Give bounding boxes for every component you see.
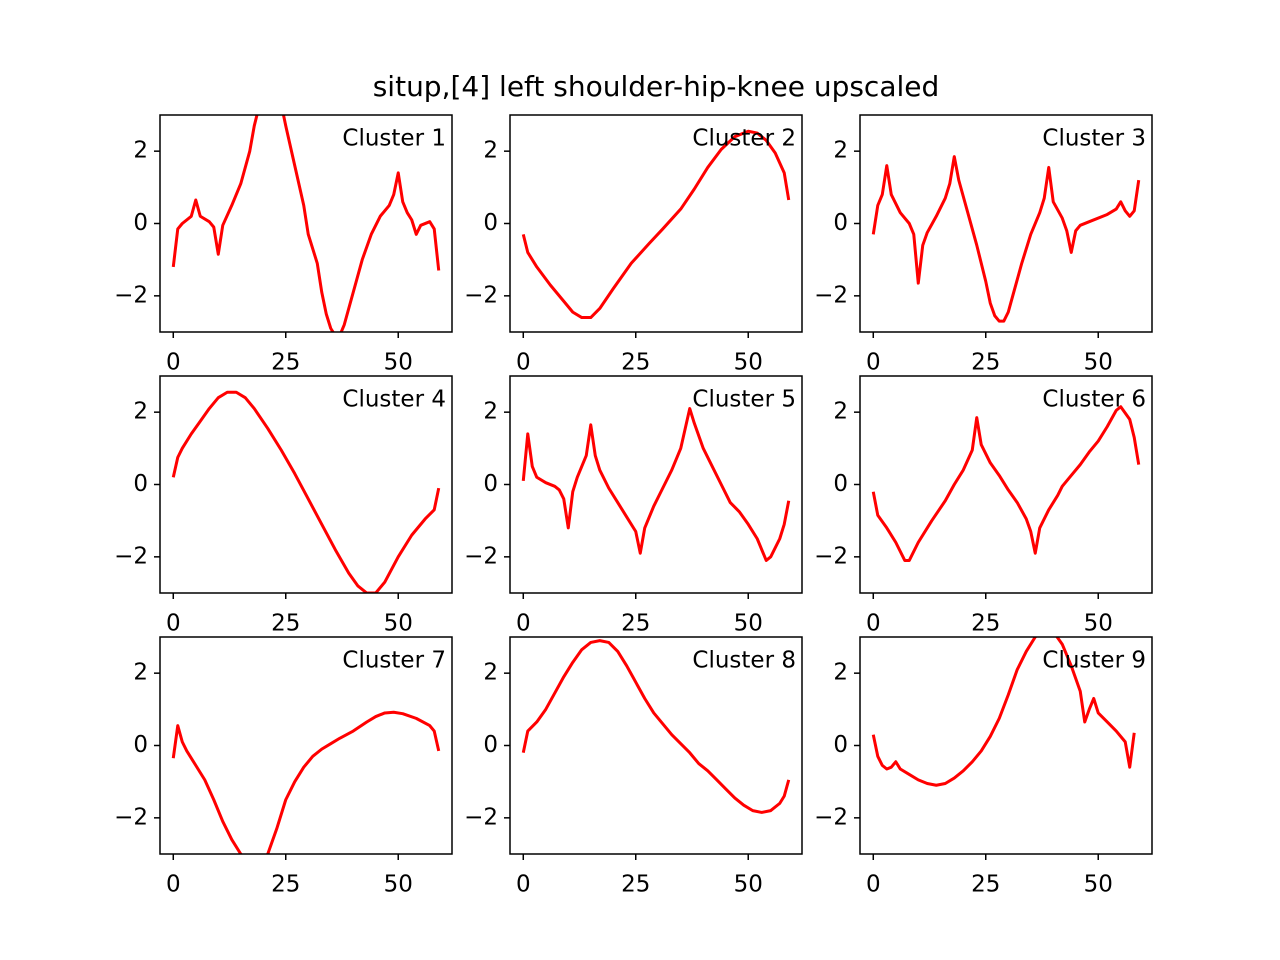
- y-tick-label: 0: [833, 210, 848, 236]
- y-tick-label: 2: [833, 399, 848, 425]
- y-tick-label: −2: [114, 804, 148, 830]
- y-tick-label: 2: [133, 399, 148, 425]
- x-tick-label: 50: [384, 872, 413, 898]
- data-line: [871, 637, 1136, 787]
- y-tick-label: −2: [464, 282, 498, 308]
- plot-area: [521, 407, 791, 562]
- y-tick-label: 2: [833, 660, 848, 686]
- plot-area: [521, 129, 791, 320]
- cluster-label: Cluster 2: [692, 126, 796, 152]
- cluster-label: Cluster 1: [342, 126, 446, 152]
- data-line: [521, 129, 791, 320]
- x-tick-label: 25: [271, 872, 300, 898]
- x-tick-label: 0: [166, 611, 181, 637]
- y-tick-label: 0: [483, 732, 498, 758]
- cluster-label: Cluster 3: [1042, 126, 1146, 152]
- x-tick-label: 50: [1084, 350, 1113, 376]
- x-tick-label: 50: [384, 350, 413, 376]
- x-tick-label: 50: [1084, 611, 1113, 637]
- x-tick-label: 25: [271, 611, 300, 637]
- y-tick-label: 0: [833, 471, 848, 497]
- y-tick-label: −2: [464, 804, 498, 830]
- cluster-label: Cluster 5: [692, 387, 796, 413]
- x-tick-label: 25: [271, 350, 300, 376]
- y-tick-label: 2: [483, 138, 498, 164]
- y-tick-label: 0: [133, 732, 148, 758]
- y-tick-label: 2: [133, 660, 148, 686]
- x-tick-label: 50: [734, 872, 763, 898]
- data-line: [871, 405, 1141, 562]
- y-tick-label: −2: [114, 543, 148, 569]
- plot-area: [871, 637, 1136, 787]
- x-tick-label: 25: [621, 872, 650, 898]
- data-line: [521, 639, 791, 814]
- figure-title: situp,[4] left shoulder-hip-knee upscale…: [373, 70, 940, 103]
- y-tick-label: −2: [464, 543, 498, 569]
- y-tick-label: −2: [814, 804, 848, 830]
- x-tick-label: 50: [1084, 872, 1113, 898]
- x-tick-label: 50: [734, 350, 763, 376]
- data-line: [521, 407, 791, 562]
- y-tick-label: −2: [814, 282, 848, 308]
- x-tick-label: 50: [734, 611, 763, 637]
- y-tick-label: −2: [114, 282, 148, 308]
- y-tick-label: −2: [814, 543, 848, 569]
- x-tick-label: 0: [866, 611, 881, 637]
- x-tick-label: 0: [516, 872, 531, 898]
- x-tick-label: 0: [166, 872, 181, 898]
- x-tick-label: 50: [384, 611, 413, 637]
- cluster-label: Cluster 4: [342, 387, 446, 413]
- y-tick-label: 2: [133, 138, 148, 164]
- cluster-label: Cluster 7: [342, 648, 446, 674]
- plot-area: [171, 710, 441, 854]
- y-tick-label: 2: [483, 660, 498, 686]
- y-tick-label: 0: [133, 471, 148, 497]
- x-tick-label: 25: [971, 350, 1000, 376]
- x-tick-label: 0: [866, 872, 881, 898]
- cluster-label: Cluster 6: [1042, 387, 1146, 413]
- y-tick-label: 0: [483, 471, 498, 497]
- plot-area: [171, 115, 441, 332]
- data-line: [871, 155, 1141, 323]
- plot-area: [521, 639, 791, 814]
- x-tick-label: 0: [866, 350, 881, 376]
- cluster-label: Cluster 8: [692, 648, 796, 674]
- x-tick-label: 0: [516, 611, 531, 637]
- plot-area: [871, 155, 1141, 323]
- plot-area: [171, 390, 441, 593]
- cluster-label: Cluster 9: [1042, 648, 1146, 674]
- y-tick-label: 2: [483, 399, 498, 425]
- data-line: [171, 115, 441, 332]
- y-tick-label: 0: [483, 210, 498, 236]
- x-tick-label: 0: [516, 350, 531, 376]
- x-tick-label: 25: [621, 350, 650, 376]
- y-tick-label: 0: [133, 210, 148, 236]
- data-line: [171, 710, 441, 854]
- x-tick-label: 25: [971, 611, 1000, 637]
- y-tick-label: 2: [833, 138, 848, 164]
- data-line: [171, 390, 441, 593]
- x-tick-label: 0: [166, 350, 181, 376]
- x-tick-label: 25: [621, 611, 650, 637]
- x-tick-label: 25: [971, 872, 1000, 898]
- y-tick-label: 0: [833, 732, 848, 758]
- plot-area: [871, 405, 1141, 562]
